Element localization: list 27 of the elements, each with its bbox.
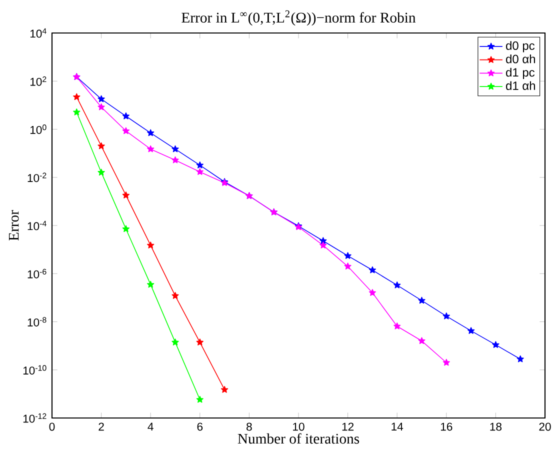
legend-label: d0 αh [506, 54, 536, 64]
y-axis-title: Error [8, 210, 19, 241]
legend-label: d1 αh [506, 81, 536, 90]
x-tick-label: 12 [342, 422, 354, 431]
legend-label: d0 pc [506, 41, 535, 52]
legend-label: d1 pc [506, 68, 535, 80]
y-tick-label: 10$^{0}$ [30, 124, 46, 134]
y-tick-label: 10$^{-8}$ [28, 317, 46, 326]
y-tick-label: 10$^{4}$ [30, 28, 46, 38]
x-axis-title: Number of iterations [238, 433, 360, 444]
x-tick-label: 18 [490, 422, 502, 431]
x-tick-label: 14 [392, 422, 404, 431]
x-tick-label: 10 [293, 422, 304, 431]
x-tick-label: 6 [197, 422, 203, 431]
x-tick-label: 4 [148, 422, 154, 431]
y-tick-label: 10$^{-4}$ [28, 220, 46, 230]
x-tick-label: 0 [49, 422, 55, 431]
y-tick-label: 10$^{-2}$ [28, 172, 46, 182]
chart-title: Error in L$^{∞}$(0,T;L$^{2}$(Ω))−norm for Robin [182, 10, 416, 26]
y-tick-label: 10$^{-6}$ [28, 268, 46, 278]
y-tick-label: 10$^{2}$ [30, 76, 46, 86]
x-tick-label: 2 [98, 422, 104, 431]
y-tick-label: 10$^{-12}$ [23, 413, 46, 423]
y-tick-label: 10$^{-10}$ [23, 365, 46, 375]
x-tick-label: 20 [539, 422, 551, 431]
x-tick-label: 8 [246, 422, 252, 431]
x-tick-label: 16 [440, 422, 452, 431]
